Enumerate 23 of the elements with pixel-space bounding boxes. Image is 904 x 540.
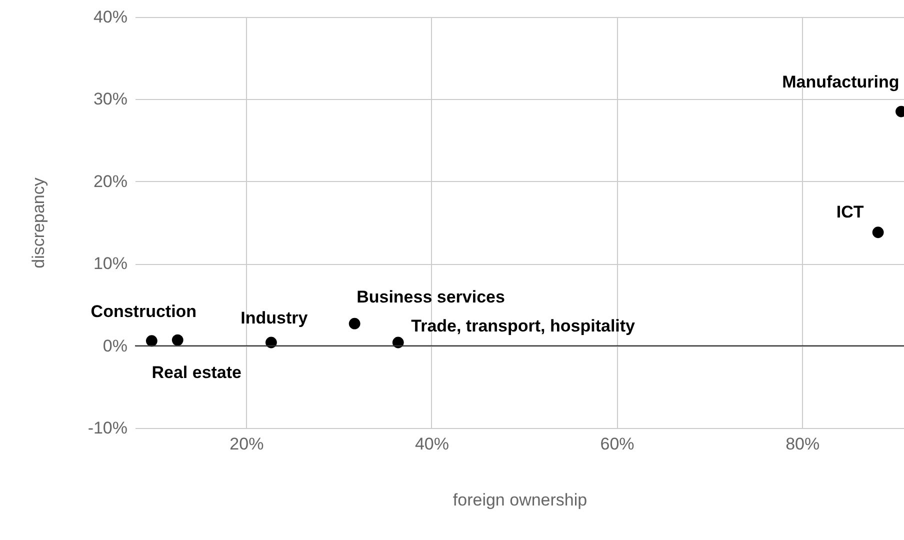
point [872,226,884,238]
y-tick-label: 10% [93,254,128,274]
annotation: Construction [90,302,197,321]
annotation: Real estate [152,363,242,382]
y-axis-title: discrepancy [28,177,48,268]
x-axis-title: foreign ownership [452,490,588,510]
y-tick-label: 30% [93,90,128,109]
x-tick-label: 40% [414,434,449,454]
x-tick-label: 20% [230,434,264,454]
x-tick-label: 60% [600,434,634,454]
point [172,334,184,346]
y-tick-label: 40% [93,8,128,26]
annotation: Trade, transport, hospitality [411,316,636,336]
y-tick-label: 20% [93,172,128,191]
annotation: Manufacturing [782,72,900,92]
y-tick-label: -10% [88,418,128,438]
point [146,335,158,347]
annotation: ICT [836,202,864,222]
point [348,318,360,330]
annotation: Business services [356,288,505,307]
x-tick-label: 80% [786,434,820,454]
y-tick-label: 0% [102,336,128,356]
annotation: Industry [240,308,308,328]
